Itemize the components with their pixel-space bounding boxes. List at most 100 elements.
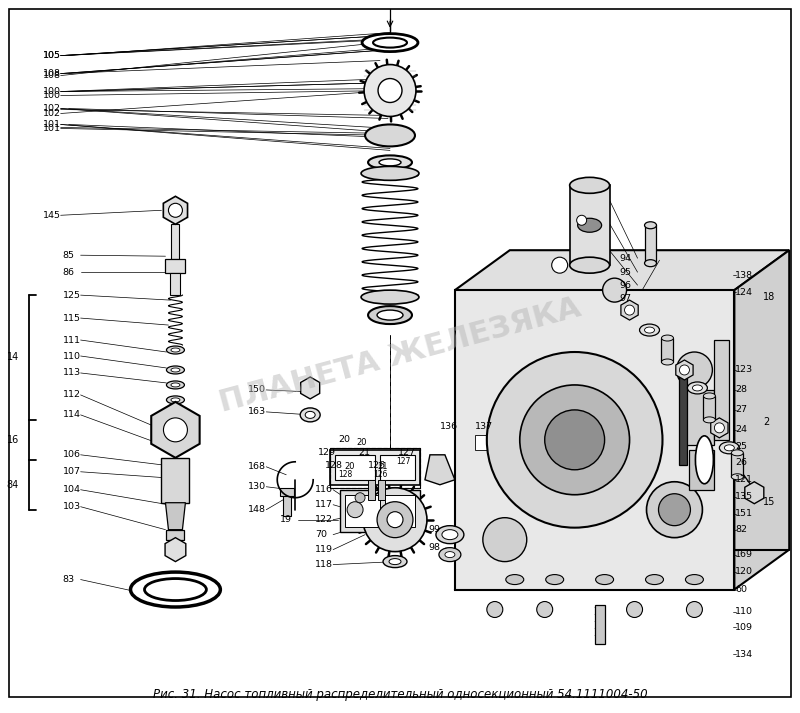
Text: 94: 94: [619, 254, 631, 262]
Ellipse shape: [377, 310, 403, 320]
Circle shape: [347, 502, 363, 518]
Text: 25: 25: [735, 442, 747, 451]
Text: 60: 60: [735, 585, 747, 594]
Bar: [690, 450, 714, 490]
Text: 148: 148: [248, 506, 266, 514]
Text: 121: 121: [735, 476, 754, 484]
Ellipse shape: [686, 575, 703, 585]
Ellipse shape: [546, 575, 564, 585]
Ellipse shape: [362, 34, 418, 51]
Ellipse shape: [166, 396, 185, 404]
Text: 104: 104: [62, 486, 81, 494]
Ellipse shape: [645, 327, 654, 333]
Text: 18: 18: [763, 292, 775, 302]
Bar: [330, 448, 420, 488]
Circle shape: [483, 518, 526, 562]
Text: 163: 163: [248, 407, 266, 416]
Circle shape: [163, 418, 187, 442]
Ellipse shape: [719, 442, 739, 453]
Bar: [594, 605, 605, 645]
Ellipse shape: [695, 436, 714, 483]
Text: ПЛАНЕТА ЖЕЛЕЗЯКА: ПЛАНЕТА ЖЕЛЕЗЯКА: [216, 293, 584, 417]
Text: Рис. 31. Насос топливный распределительный односекционный 54.1111004-50: Рис. 31. Насос топливный распределительн…: [153, 688, 647, 701]
Text: 151: 151: [735, 509, 754, 518]
Polygon shape: [621, 300, 638, 320]
Text: 19: 19: [280, 515, 292, 524]
Bar: [731, 453, 743, 477]
Text: 127: 127: [396, 457, 410, 466]
Polygon shape: [165, 538, 186, 562]
Circle shape: [487, 352, 662, 528]
Circle shape: [169, 203, 182, 217]
Bar: [645, 225, 657, 263]
Text: 97: 97: [619, 294, 631, 302]
Text: 135: 135: [735, 492, 754, 501]
Text: 84: 84: [6, 480, 18, 490]
Ellipse shape: [731, 450, 743, 456]
Text: 102: 102: [42, 109, 61, 118]
Text: 2: 2: [763, 417, 770, 427]
Bar: [170, 273, 181, 295]
Ellipse shape: [724, 445, 734, 451]
Circle shape: [625, 305, 634, 315]
Polygon shape: [163, 196, 187, 225]
Circle shape: [677, 352, 712, 388]
Text: 105: 105: [42, 51, 61, 60]
Circle shape: [537, 602, 553, 617]
Bar: [679, 370, 687, 465]
Bar: [703, 396, 715, 420]
Ellipse shape: [662, 335, 674, 341]
Ellipse shape: [596, 575, 614, 585]
Ellipse shape: [368, 306, 412, 324]
Text: 145: 145: [42, 211, 61, 220]
Bar: [283, 490, 291, 515]
Text: 85: 85: [62, 251, 74, 260]
Circle shape: [626, 602, 642, 617]
Text: 14: 14: [6, 352, 18, 362]
Circle shape: [364, 65, 416, 116]
Text: 83: 83: [62, 575, 74, 584]
Text: 98: 98: [428, 543, 440, 552]
Circle shape: [602, 278, 626, 302]
Text: 150: 150: [248, 386, 266, 394]
Text: 127: 127: [398, 448, 416, 457]
Text: 116: 116: [315, 486, 333, 494]
Bar: [335, 455, 375, 480]
Text: 70: 70: [315, 530, 327, 539]
Ellipse shape: [130, 572, 220, 607]
Circle shape: [679, 365, 690, 375]
Text: 126: 126: [368, 461, 386, 471]
Text: 103: 103: [62, 502, 81, 511]
Ellipse shape: [703, 417, 715, 423]
Ellipse shape: [731, 473, 743, 480]
Text: 120: 120: [735, 567, 754, 576]
Bar: [380, 455, 415, 480]
Polygon shape: [301, 377, 320, 399]
Text: 136: 136: [440, 422, 458, 431]
Text: 113: 113: [62, 369, 81, 377]
Ellipse shape: [171, 348, 180, 352]
Text: 125: 125: [62, 291, 81, 299]
Ellipse shape: [300, 408, 320, 422]
Circle shape: [545, 410, 605, 470]
Circle shape: [378, 78, 402, 103]
Bar: [508, 438, 518, 443]
Bar: [162, 458, 190, 503]
Text: 114: 114: [62, 411, 81, 419]
Ellipse shape: [645, 260, 657, 267]
Circle shape: [552, 257, 568, 273]
Text: 134: 134: [735, 650, 754, 659]
Text: 130: 130: [248, 482, 266, 491]
Text: 138: 138: [735, 271, 754, 279]
Ellipse shape: [383, 555, 407, 568]
Text: 126: 126: [373, 471, 387, 479]
Text: 112: 112: [62, 391, 81, 399]
Bar: [714, 340, 730, 440]
Ellipse shape: [171, 368, 180, 372]
Bar: [662, 338, 674, 362]
Bar: [570, 185, 610, 265]
Ellipse shape: [305, 411, 315, 419]
Circle shape: [686, 602, 702, 617]
Text: 107: 107: [62, 467, 81, 476]
Text: 110: 110: [62, 352, 81, 361]
